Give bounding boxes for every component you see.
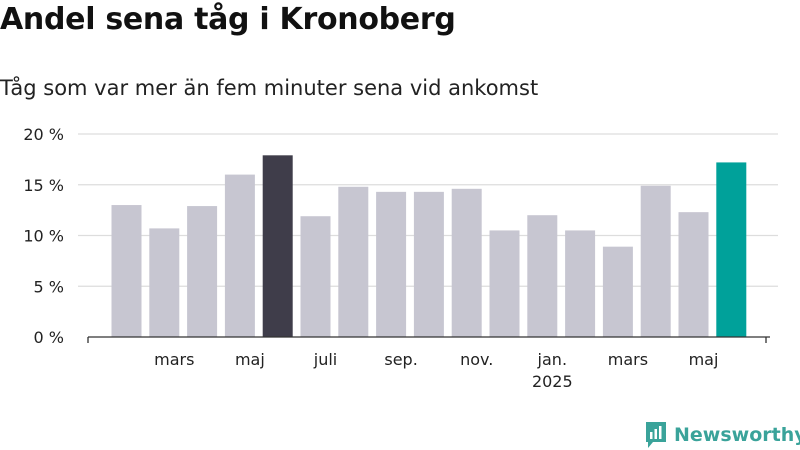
bar <box>640 185 671 337</box>
x-tick-label: mars <box>608 350 648 369</box>
x-tick-label: sep. <box>384 350 417 369</box>
x-tick-label: nov. <box>460 350 493 369</box>
bar <box>111 205 142 337</box>
bar <box>300 216 331 337</box>
bar-chart: 0 % 5 % 10 % 15 % 20 % mars maj juli sep. nov. jan… <box>23 125 778 391</box>
y-tick-label: 20 % <box>23 125 64 144</box>
x-tick-sublabel: 2025 <box>532 372 573 391</box>
y-tick-label: 5 % <box>34 277 64 296</box>
bar <box>149 228 180 337</box>
y-tick-label: 10 % <box>23 227 64 246</box>
x-tick-label: jan. <box>537 350 567 369</box>
bar <box>678 212 709 337</box>
y-tick-label: 15 % <box>23 176 64 195</box>
newsworthy-logo-icon <box>646 422 666 448</box>
bar <box>565 230 596 337</box>
bar <box>376 191 407 337</box>
bar <box>413 191 444 337</box>
brand-name: Newsworthy <box>674 424 800 446</box>
bar <box>338 186 369 337</box>
chart-title: Andel sena tåg i Kronoberg <box>0 2 456 37</box>
y-tick-label: 0 % <box>34 328 64 347</box>
bar <box>527 215 558 337</box>
bar <box>489 230 520 337</box>
x-tick-label: mars <box>154 350 194 369</box>
bar <box>716 162 747 337</box>
x-tick-label: maj <box>689 350 719 369</box>
bar <box>187 206 218 337</box>
chart-subtitle: Tåg som var mer än fem minuter sena vid … <box>0 76 539 100</box>
x-tick-label: maj <box>235 350 265 369</box>
bar <box>224 174 255 337</box>
bar <box>451 188 482 337</box>
x-tick-label: juli <box>313 350 337 369</box>
bar <box>262 155 293 337</box>
brand-logo: Newsworthy <box>644 420 800 450</box>
bar <box>602 246 633 337</box>
